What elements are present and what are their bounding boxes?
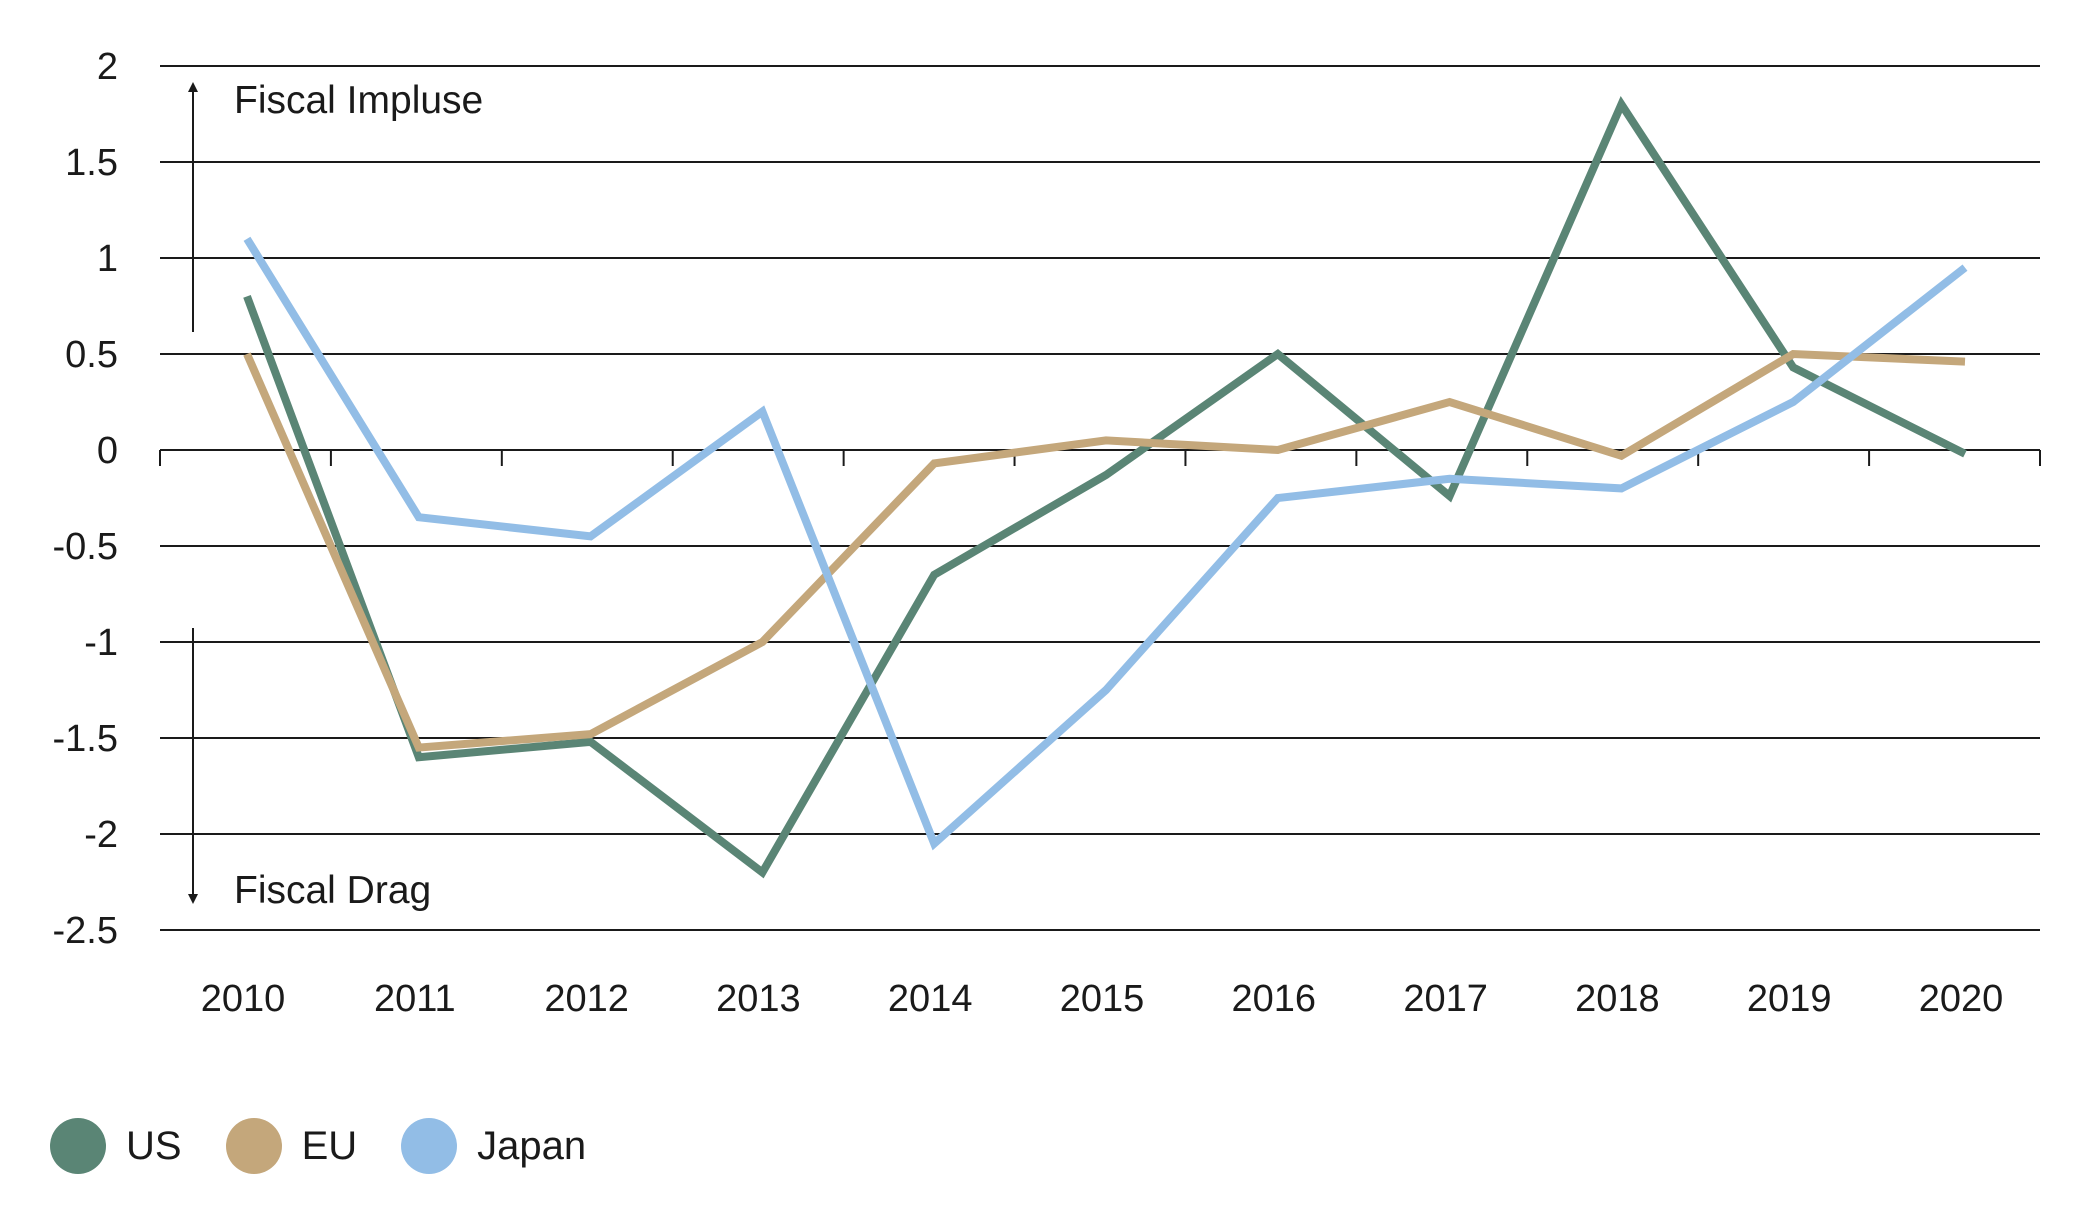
x-tick-label: 2017 — [1403, 978, 1488, 1020]
series-line-us — [243, 96, 1967, 879]
x-tick-label: 2013 — [716, 978, 801, 1020]
legend-label-japan: Japan — [477, 1123, 587, 1168]
y-tick-label: -1.5 — [53, 718, 118, 760]
y-tick-label: -0.5 — [53, 526, 118, 568]
y-tick-label: -1 — [84, 622, 118, 664]
fiscal-drag-label: Fiscal Drag — [234, 869, 431, 912]
x-tick-label: 2018 — [1575, 978, 1660, 1020]
x-tick-label: 2020 — [1919, 978, 2004, 1020]
y-tick-label: -2.5 — [53, 910, 118, 952]
x-tick-label: 2019 — [1747, 978, 1832, 1020]
y-axis-tick-labels: 2 1.5 1 0.5 0 -0.5 -1 -1.5 -2 -2.5 — [53, 46, 118, 952]
legend-item-eu: EU — [225, 1118, 358, 1174]
series-lines — [243, 96, 1968, 879]
gridlines — [159, 65, 2041, 931]
x-tick-label: 2011 — [374, 978, 456, 1020]
legend-swatch-japan — [401, 1118, 458, 1174]
y-tick-label: 1 — [97, 238, 118, 280]
direction-arrows: Fiscal Impluse Fiscal Drag — [188, 79, 483, 912]
legend-item-us: US — [50, 1118, 182, 1174]
fiscal-impulse-label: Fiscal Impluse — [234, 79, 483, 122]
legend: US EU Japan — [50, 1118, 630, 1174]
legend-swatch-us — [50, 1118, 106, 1174]
x-tick-label: 2010 — [201, 978, 286, 1020]
legend-item-japan: Japan — [401, 1118, 586, 1174]
y-tick-label: 2 — [97, 46, 118, 88]
x-tick-label: 2014 — [888, 978, 973, 1020]
series-line-japan — [243, 236, 1968, 851]
series-line-eu — [243, 349, 1966, 752]
legend-label-us: US — [126, 1123, 182, 1168]
legend-label-eu: EU — [301, 1123, 358, 1168]
x-tick-label: 2016 — [1232, 978, 1317, 1020]
y-tick-label: 0.5 — [65, 334, 118, 376]
y-tick-label: 0 — [97, 430, 118, 472]
x-axis-tick-labels: 2010 2011 2012 2013 2014 2015 2016 2017 2018 2019… — [201, 978, 2004, 1020]
impulse-arrowhead-icon — [188, 82, 198, 92]
x-tick-label: 2015 — [1060, 978, 1145, 1020]
y-tick-label: 1.5 — [65, 142, 118, 184]
x-tick-label: 2012 — [544, 978, 629, 1020]
legend-swatch-eu — [225, 1118, 282, 1174]
drag-arrowhead-icon — [188, 894, 198, 904]
y-tick-label: -2 — [84, 814, 118, 856]
